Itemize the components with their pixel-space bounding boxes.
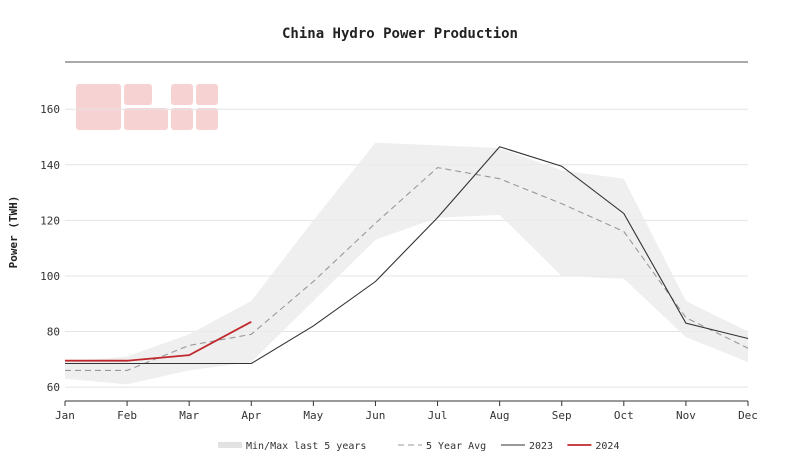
- legend-label-band: Min/Max last 5 years: [246, 441, 366, 452]
- x-axis: Jan Feb Mar Apr May Jun Jul Aug Sep Oct Nov Dec: [55, 400, 758, 422]
- watermark-logo: [76, 84, 218, 130]
- y-tick-label: 80: [47, 326, 60, 339]
- y-tick-label: 60: [47, 381, 60, 394]
- y-axis: 60 80 100 120 140 160: [40, 103, 60, 394]
- y-tick-label: 120: [40, 214, 60, 227]
- legend: Min/Max last 5 years 5 Year Avg 2023 2024: [218, 441, 619, 452]
- x-tick-label: Nov: [676, 409, 696, 422]
- x-tick-label: Dec: [738, 409, 758, 422]
- x-tick-label: Mar: [179, 409, 199, 422]
- x-tick-label: Apr: [241, 409, 261, 422]
- x-tick-label: Jan: [55, 409, 75, 422]
- series-line-5-year-avg: [65, 167, 749, 371]
- legend-label-2023: 2023: [529, 441, 553, 452]
- x-tick-label: Sep: [552, 409, 572, 422]
- series-line-2023: [65, 146, 749, 365]
- min-max-band: [65, 142, 748, 385]
- y-tick-label: 100: [40, 270, 60, 283]
- legend-label-2024: 2024: [595, 441, 619, 452]
- min-max-band-layer: [65, 142, 748, 385]
- y-axis-title: Power (TWH): [7, 196, 20, 269]
- chart-title: China Hydro Power Production: [281, 26, 518, 42]
- x-tick-label: Feb: [117, 409, 137, 422]
- y-tick-label: 140: [40, 159, 60, 172]
- x-tick-label: Oct: [614, 409, 634, 422]
- x-tick-label: Aug: [490, 409, 510, 422]
- x-tick-label: Jun: [366, 409, 386, 422]
- series-line-2024: [65, 321, 252, 362]
- y-tick-label: 160: [40, 103, 60, 116]
- x-tick-label: May: [303, 409, 323, 422]
- legend-label-5-year-avg: 5 Year Avg: [426, 441, 486, 452]
- series-layer: [65, 146, 749, 371]
- x-tick-label: Jul: [428, 409, 448, 422]
